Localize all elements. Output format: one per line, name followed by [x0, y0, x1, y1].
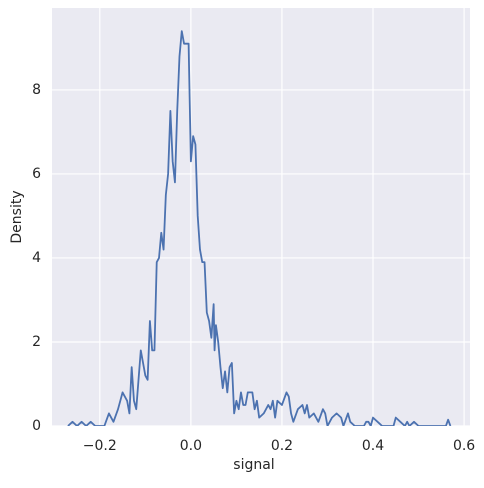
- x-tick-label: 0.2: [271, 438, 293, 454]
- x-axis-label: signal: [233, 457, 274, 473]
- x-tick-label: 0.6: [453, 438, 475, 454]
- y-tick-label: 0: [32, 418, 41, 434]
- y-tick-label: 4: [32, 250, 41, 266]
- x-tick-label: 0.0: [180, 438, 202, 454]
- x-tick-label: −0.2: [83, 438, 117, 454]
- line: [67, 30, 452, 426]
- y-tick-label: 8: [32, 82, 41, 98]
- y-tick-label: 2: [32, 334, 41, 350]
- x-tick-label: 0.4: [362, 438, 384, 454]
- y-axis-label: Density: [9, 190, 25, 243]
- plot-area: [52, 8, 470, 426]
- y-tick-label: 6: [32, 166, 41, 182]
